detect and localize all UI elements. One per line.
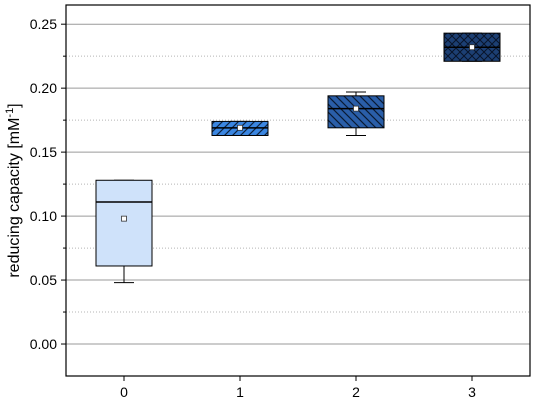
y-axis-label-close: ] <box>6 103 23 107</box>
mean-marker <box>121 215 127 222</box>
box-outline <box>95 179 153 267</box>
x-tick-label: 1 <box>236 384 244 400</box>
box-group-2 <box>327 91 385 136</box>
plot-frame <box>65 4 531 377</box>
y-axis-label-exponent: -1 <box>4 108 16 118</box>
y-tick-label: 0.25 <box>30 16 57 32</box>
box-outline <box>327 95 385 129</box>
y-axis-label: reducing capacity [mM-1] <box>4 103 23 277</box>
y-tick-label: 0.05 <box>30 272 57 288</box>
box-hatch <box>328 95 384 128</box>
boxes-layer <box>95 32 501 284</box>
y-tick-label: 0.20 <box>30 80 57 96</box>
mean-marker <box>237 124 243 131</box>
box-group-0 <box>95 179 153 284</box>
mean-marker <box>469 44 475 51</box>
y-tick-label: 0.15 <box>30 144 57 160</box>
x-tick-label: 2 <box>352 384 360 400</box>
box-group-1 <box>211 120 269 136</box>
mean-marker <box>353 105 359 112</box>
labels-layer: 0.00 0.05 0.10 0.15 0.20 0.25 0 1 2 3 reducing cap… <box>4 16 476 400</box>
y-tick-label: 0.00 <box>30 336 57 352</box>
box-fill <box>96 180 152 266</box>
axes-layer <box>61 4 531 381</box>
y-axis-label-main: reducing capacity [mM <box>6 118 23 278</box>
x-tick-label: 0 <box>120 384 128 400</box>
x-tick-label: 3 <box>468 384 476 400</box>
box-group-3 <box>443 32 501 62</box>
y-tick-label: 0.10 <box>30 208 57 224</box>
